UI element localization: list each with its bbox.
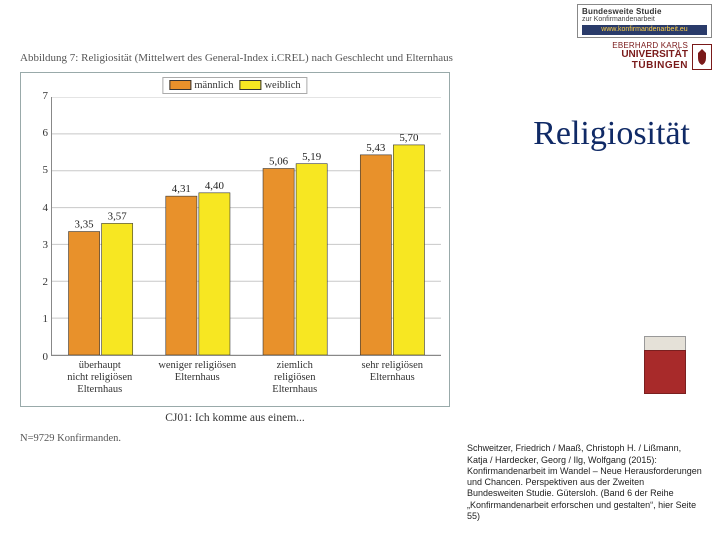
bar-male [166, 196, 197, 355]
category-label: sehr religiösenElternhaus [344, 358, 442, 404]
bar-female [199, 193, 230, 355]
bar-value-label: 3,35 [75, 218, 95, 230]
citation: Schweitzer, Friedrich / Maaß, Christoph … [467, 443, 702, 522]
category-label: weniger religiösenElternhaus [149, 358, 247, 404]
plot-area: 3,353,574,314,405,065,195,435,70 0123456… [51, 97, 441, 356]
figure-caption: Abbildung 7: Religiosität (Mittelwert de… [20, 52, 460, 66]
legend-swatch-female [239, 80, 261, 90]
slide-title: Religiosität [533, 115, 690, 153]
figure-footnote: N=9729 Konfirmanden. [20, 433, 460, 444]
legend-female: weiblich [239, 80, 300, 91]
bar-value-label: 5,06 [269, 155, 289, 167]
bar-value-label: 3,57 [108, 210, 128, 222]
university-text: EBERHARD KARLS UNIVERSITÄT TÜBINGEN [612, 42, 688, 71]
ytick-label: 5 [32, 164, 48, 176]
ytick-label: 2 [32, 276, 48, 288]
bar-value-label: 5,43 [366, 142, 386, 154]
category-label: ziemlichreligiösenElternhaus [246, 358, 344, 404]
citation-body: Konfirmandenarbeit im Wandel – Neue Hera… [467, 466, 702, 521]
bar-male [360, 155, 391, 355]
university-logo-icon [692, 44, 712, 70]
legend-male-label: männlich [194, 80, 233, 91]
book-cover-icon [644, 336, 686, 394]
bar-value-label: 4,31 [172, 183, 191, 195]
header-badges: Bundesweite Studie zur Konfirmandenarbei… [577, 4, 712, 71]
study-badge-line2: zur Konfirmandenarbeit [582, 16, 707, 23]
chart-legend: männlich weiblich [162, 77, 307, 94]
legend-female-label: weiblich [264, 80, 300, 91]
ytick-label: 1 [32, 313, 48, 325]
bar-male [263, 168, 294, 354]
study-badge-line1: Bundesweite Studie [582, 7, 707, 16]
university-badge: EBERHARD KARLS UNIVERSITÄT TÜBINGEN [612, 42, 712, 71]
bar-value-label: 5,70 [399, 132, 419, 144]
study-badge-url: www.konfirmandenarbeit.eu [582, 25, 707, 35]
citation-authors: Schweitzer, Friedrich / Maaß, Christoph … [467, 443, 681, 464]
category-label: überhauptnicht religiösenElternhaus [51, 358, 149, 404]
bar-male [69, 231, 100, 354]
ytick-label: 7 [32, 90, 48, 102]
bar-value-label: 5,19 [302, 151, 321, 163]
ytick-label: 0 [32, 351, 48, 363]
ytick-label: 4 [32, 202, 48, 214]
xaxis-title: CJ01: Ich komme aus einem... [21, 412, 449, 424]
study-badge: Bundesweite Studie zur Konfirmandenarbei… [577, 4, 712, 38]
plot-svg: 3,35 3,57 4,31 4,40 5,06 5,19 5,43 5,70 [52, 97, 441, 355]
university-line2: TÜBINGEN [612, 61, 688, 72]
figure: Abbildung 7: Religiosität (Mittelwert de… [20, 52, 460, 444]
legend-male: männlich [169, 80, 233, 91]
bar-female [296, 163, 327, 354]
ytick-label: 3 [32, 239, 48, 251]
bar-female [393, 145, 424, 355]
legend-swatch-male [169, 80, 191, 90]
chart: männlich weiblich 3,35 3,57 4,31 4,40 5,06 5,… [20, 72, 450, 407]
bar-female [102, 223, 133, 355]
category-labels: überhauptnicht religiösenElternhauswenig… [51, 358, 441, 404]
bar-value-label: 4,40 [205, 180, 225, 192]
ytick-label: 6 [32, 127, 48, 139]
